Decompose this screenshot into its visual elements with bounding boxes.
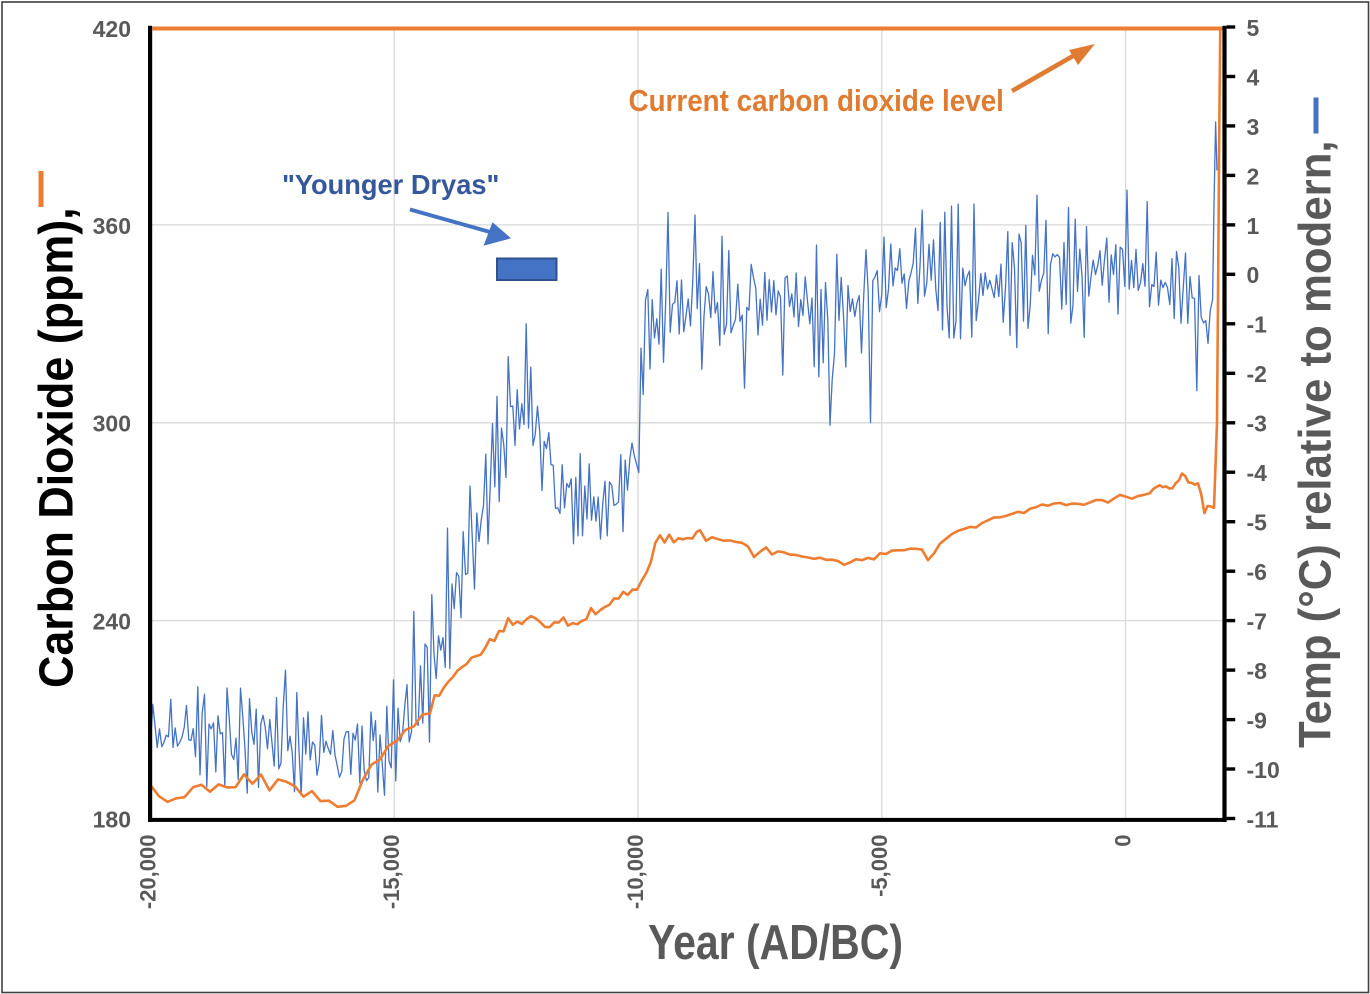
svg-text:-15,000: -15,000 bbox=[379, 835, 404, 910]
svg-text:420: 420 bbox=[93, 16, 131, 42]
svg-text:0: 0 bbox=[1111, 835, 1136, 847]
svg-text:2: 2 bbox=[1247, 163, 1260, 189]
svg-text:180: 180 bbox=[93, 806, 131, 832]
svg-text:Temp (°C) relative to modern,: Temp (°C) relative to modern, bbox=[1291, 140, 1341, 748]
svg-text:-8: -8 bbox=[1247, 658, 1268, 684]
svg-text:-5,000: -5,000 bbox=[867, 835, 892, 897]
svg-text:-6: -6 bbox=[1247, 559, 1267, 585]
svg-text:-11: -11 bbox=[1247, 806, 1279, 832]
svg-text:3: 3 bbox=[1247, 114, 1260, 140]
svg-text:300: 300 bbox=[93, 411, 131, 437]
svg-text:-4: -4 bbox=[1247, 460, 1268, 486]
svg-text:240: 240 bbox=[93, 609, 131, 635]
svg-text:1: 1 bbox=[1247, 213, 1260, 239]
svg-text:-9: -9 bbox=[1247, 708, 1267, 734]
svg-text:-10,000: -10,000 bbox=[623, 835, 648, 910]
svg-text:-7: -7 bbox=[1247, 609, 1267, 635]
svg-text:"Younger Dryas": "Younger Dryas" bbox=[282, 169, 499, 200]
svg-text:4: 4 bbox=[1247, 64, 1260, 90]
svg-text:360: 360 bbox=[93, 213, 131, 239]
svg-text:Carbon Dioxide (ppm),: Carbon Dioxide (ppm), bbox=[29, 207, 83, 688]
svg-text:-1: -1 bbox=[1247, 312, 1268, 338]
svg-text:0: 0 bbox=[1247, 262, 1260, 288]
svg-text:Current carbon dioxide level: Current carbon dioxide level bbox=[629, 84, 1004, 119]
svg-text:5: 5 bbox=[1247, 15, 1260, 41]
svg-text:-5: -5 bbox=[1247, 510, 1268, 536]
svg-text:-3: -3 bbox=[1247, 411, 1267, 437]
svg-text:-10: -10 bbox=[1247, 757, 1280, 783]
svg-text:-20,000: -20,000 bbox=[136, 835, 161, 910]
svg-text:Year (AD/BC): Year (AD/BC) bbox=[648, 915, 903, 970]
svg-text:-2: -2 bbox=[1247, 361, 1267, 387]
